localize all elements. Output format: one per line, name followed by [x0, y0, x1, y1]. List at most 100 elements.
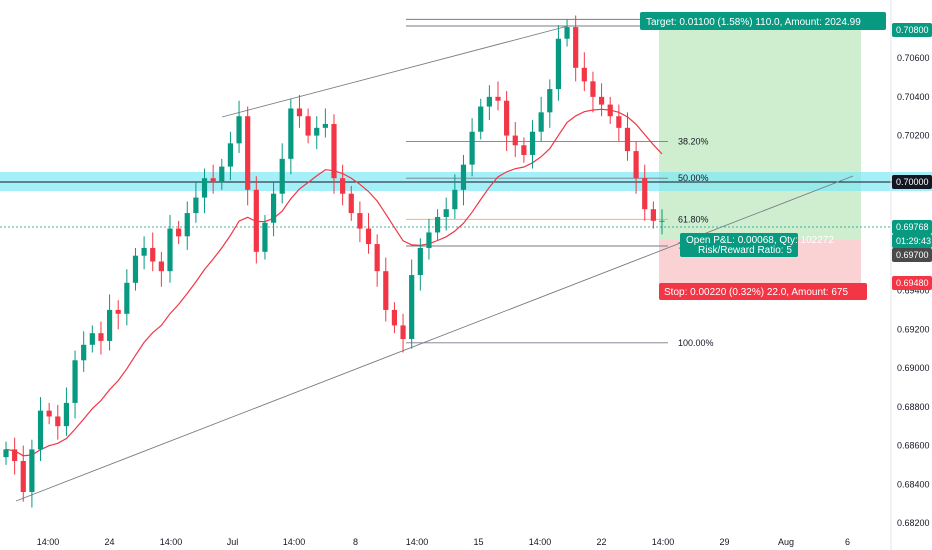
candle-body [555, 38, 562, 90]
price-tag [892, 248, 932, 262]
target-label[interactable]: Target: 0.01100 (1.58%) 110.0, Amount: 2… [640, 12, 886, 30]
x-tick-label: 24 [104, 537, 114, 547]
candle-body [495, 96, 501, 101]
candle-body [46, 410, 52, 417]
candle-body [279, 158, 285, 194]
price-tags: 0.70800 0.70000 0.69768 01:29:43 0.69700 0.69… [892, 23, 932, 290]
candle-body [391, 309, 398, 326]
price-tag [892, 234, 932, 248]
candle-body [227, 143, 234, 167]
y-axis[interactable]: 0.70600 0.70400 0.70200 0.69400 0.69200 0.690… [897, 53, 930, 528]
candle-body [409, 275, 415, 339]
candle-body [89, 333, 95, 345]
candle-body [434, 216, 441, 233]
pnl-line2: Risk/Reward Ratio: 5 [698, 245, 792, 256]
candle-body [141, 247, 147, 256]
price-tag [892, 276, 932, 290]
candle-body [650, 209, 656, 221]
candle-body [253, 189, 259, 252]
candle-body [642, 178, 648, 210]
price-tag-text: 0.69480 [896, 278, 929, 288]
stop-label[interactable]: Stop: 0.00220 (0.32%) 22.0, Amount: 675 [659, 283, 867, 300]
candle-body [478, 106, 484, 132]
target-text: Target: 0.01100 (1.58%) 110.0, Amount: 2… [646, 17, 861, 28]
y-tick-label: 0.70200 [897, 131, 930, 141]
x-tick-label: Jul [227, 537, 239, 547]
profit-zone [659, 28, 861, 240]
price-tag [892, 23, 932, 37]
x-tick-label: 6 [845, 537, 850, 547]
x-tick-label: 8 [353, 537, 358, 547]
candle-body [158, 261, 164, 272]
y-tick-label: 0.70600 [897, 53, 930, 63]
candle-body [98, 333, 104, 341]
candle-body [37, 410, 44, 450]
candle-body [512, 135, 518, 146]
candle-body [460, 164, 467, 190]
candle-body [659, 220, 665, 222]
candle-body [305, 116, 311, 136]
candle-body [564, 27, 570, 39]
x-tick-label: 14:00 [406, 537, 429, 547]
x-tick-label: Aug [778, 537, 794, 547]
candle-body [504, 100, 510, 136]
candle-body [72, 360, 78, 403]
channel-upper-line [221, 25, 569, 118]
candle-body [607, 104, 613, 117]
x-tick-label: 22 [596, 537, 606, 547]
pnl-label[interactable]: Open P&L: 0.00068, Qty: 102272 Risk/Rewa… [680, 233, 834, 257]
channel-lower-line [15, 175, 854, 502]
candle-body [322, 123, 328, 128]
y-tick-label: 0.68400 [897, 479, 930, 489]
candle-body [184, 213, 190, 237]
fib-level-label: 50.00% [678, 173, 709, 183]
fib-level-label: 100.00% [678, 338, 714, 348]
x-axis[interactable]: 14:00 24 14:00 Jul 14:00 8 14:00 15 14:00 22 14:00… [37, 537, 850, 547]
candle-body [374, 244, 380, 272]
stop-text: Stop: 0.00220 (0.32%) 22.0, Amount: 675 [664, 287, 848, 298]
candle-body [193, 197, 199, 214]
fib-level-label: 61.80% [678, 214, 709, 224]
candle-body [633, 151, 639, 179]
candle-body [81, 344, 87, 361]
price-tag [892, 175, 932, 189]
x-tick-label: 14:00 [652, 537, 675, 547]
candle-body [581, 67, 587, 82]
candle-body [210, 178, 216, 183]
y-tick-label: 0.68200 [897, 518, 930, 528]
candle-body [590, 81, 596, 97]
candle-body [547, 89, 553, 113]
candle-body [365, 228, 372, 245]
candle-body [201, 178, 208, 198]
candle-body [624, 127, 631, 152]
candle-body [3, 449, 9, 458]
x-tick-label: 14:00 [283, 537, 306, 547]
y-tick-label: 0.68600 [897, 441, 930, 451]
y-tick-label: 0.69200 [897, 324, 930, 334]
candle-body [331, 123, 337, 179]
candle-body [486, 96, 492, 107]
candle-body [469, 131, 475, 165]
candle-body [348, 193, 354, 214]
candle-body [270, 193, 277, 223]
candle-body [63, 402, 70, 427]
candle-body [245, 116, 251, 190]
candle-body [616, 116, 622, 128]
candle-body [176, 228, 182, 237]
x-tick-label: 14:00 [37, 537, 60, 547]
candle-body [219, 166, 225, 183]
candle-body [521, 145, 527, 155]
candle-body [12, 449, 18, 462]
candle-body [357, 213, 363, 229]
candle-body [262, 222, 268, 252]
candle-body [529, 131, 536, 155]
price-tag-text: 01:29:43 [896, 236, 931, 246]
candle-body [29, 449, 35, 493]
candle-body [383, 271, 389, 310]
y-tick-label: 0.68800 [897, 402, 930, 412]
candle-body [340, 178, 346, 194]
price-tag-text: 0.70000 [896, 177, 929, 187]
candle-body [55, 416, 61, 427]
candle-body [538, 112, 544, 132]
